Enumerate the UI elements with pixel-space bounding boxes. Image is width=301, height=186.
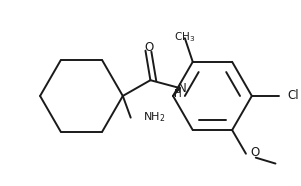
- Text: O: O: [145, 41, 154, 54]
- Text: H: H: [174, 89, 182, 99]
- Text: NH$_2$: NH$_2$: [144, 110, 166, 124]
- Text: CH$_3$: CH$_3$: [174, 30, 195, 44]
- Text: O: O: [251, 146, 260, 159]
- Text: Cl: Cl: [287, 89, 299, 102]
- Text: N: N: [178, 82, 186, 94]
